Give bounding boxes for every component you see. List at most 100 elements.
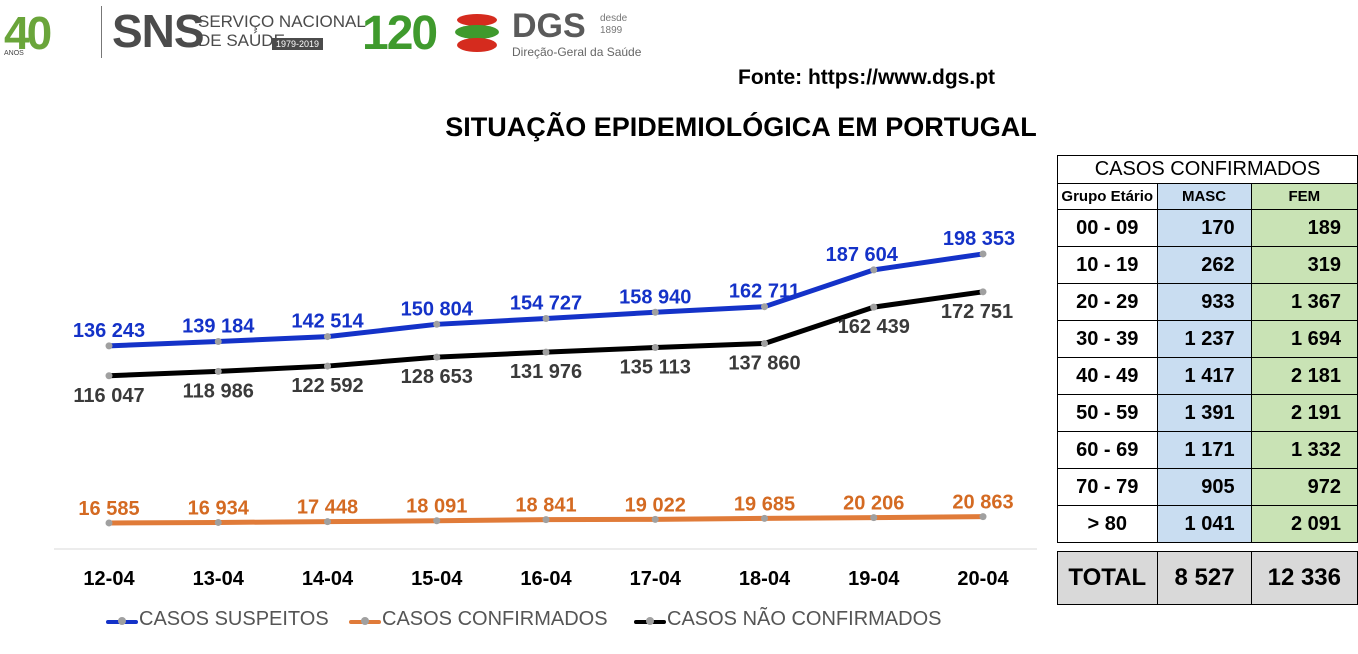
data-point [542,348,550,356]
data-label: 17 448 [297,497,358,519]
data-point [324,362,331,370]
table-row: 50 - 59 1 391 2 191 [1057,394,1358,432]
age-group-cell: 60 - 69 [1057,431,1158,469]
data-label: 122 592 [291,375,363,397]
dgs-since: desde 1899 [600,13,627,37]
source-text: Fonte: https://www.dgs.pt [738,66,996,89]
data-point [214,518,222,526]
dgs-year: 1899 [600,25,623,36]
data-point [979,250,987,258]
total-fem: 12 336 [1250,551,1358,605]
data-point [433,320,441,328]
x-tick-label: 12-04 [83,568,135,590]
data-point [651,515,659,523]
masc-cell: 1 417 [1156,357,1252,395]
data-label: 20 206 [843,493,904,515]
age-group-cell: 20 - 29 [1057,283,1158,321]
data-label: 136 243 [73,320,145,342]
data-point [979,513,987,521]
data-label: 150 804 [401,298,474,320]
table-row: 70 - 79 905 972 [1057,468,1358,506]
x-tick-label: 17-04 [630,568,682,590]
table-row: 00 - 09 170 189 [1057,209,1358,247]
age-group-cell: 00 - 09 [1057,209,1158,247]
header-masc: MASC [1156,183,1252,210]
masc-cell: 933 [1156,283,1252,321]
legend-label: CASOS SUSPEITOS [139,608,329,630]
logo40-anos: ANOS [4,50,24,57]
data-label: 128 653 [401,366,473,388]
data-point [870,266,878,274]
data-point [324,333,331,341]
table-body: 00 - 09 170 189 10 - 19 262 319 20 - 29 933 1 36… [1057,209,1358,543]
data-point [651,308,659,316]
sns-line1: SERVIÇO NACIONAL [198,12,366,31]
x-tick-label: 18-04 [739,568,791,590]
logo-120-anos: 120 [362,7,438,60]
legend-label: CASOS NÃO CONFIRMADOS [667,608,942,630]
masc-cell: 262 [1156,246,1252,284]
age-group-cell: 70 - 79 [1057,468,1158,506]
data-point [870,303,878,311]
page-title: SITUAÇÃO EPIDEMIOLÓGICA EM PORTUGAL [445,112,1037,142]
data-point [105,342,113,350]
table-row: 30 - 39 1 237 1 694 [1057,320,1358,358]
data-label: 172 751 [941,301,1013,323]
data-point [979,288,987,296]
data-label: 162 439 [838,316,910,338]
logo-divider [101,6,102,58]
data-point [542,315,550,323]
masc-cell: 1 041 [1156,505,1252,543]
data-label: 20 863 [952,492,1013,514]
data-label: 135 113 [620,357,691,379]
data-point [105,519,113,527]
header-fem: FEM [1250,183,1358,210]
data-label: 139 184 [182,316,255,338]
logo120-number: 120 [362,7,438,60]
data-label: 131 976 [510,361,582,383]
data-label: 18 091 [406,496,467,518]
age-group-cell: 10 - 19 [1057,246,1158,284]
sns-years-badge: 1979-2019 [272,38,324,50]
data-label: 18 841 [515,495,576,517]
data-point [214,338,222,346]
line-chart: 136 243 139 184 142 514 150 804 154 727 158 9… [54,228,1037,590]
data-label: 142 514 [291,311,364,333]
data-point [761,514,768,522]
data-point [433,353,441,361]
fem-cell: 972 [1250,468,1358,506]
masc-cell: 170 [1156,209,1252,247]
fem-cell: 1 332 [1250,431,1358,469]
data-label: 137 860 [728,352,800,374]
sns-line2: DE SAÚDE [198,31,285,50]
x-tick-label: 13-04 [193,568,245,590]
table-row: 10 - 19 262 319 [1057,246,1358,284]
data-point [433,517,441,525]
sns-logo: SNS [112,5,205,57]
x-tick-label: 19-04 [848,568,900,590]
masc-cell: 1 391 [1156,394,1252,432]
age-group-cell: 50 - 59 [1057,394,1158,432]
sns-subtitle: SERVIÇO NACIONAL DE SAÚDE [198,12,366,50]
x-tick-label: 20-04 [957,568,1009,590]
data-point [542,516,550,524]
age-group-cell: 40 - 49 [1057,357,1158,395]
data-point [105,372,113,380]
data-label: 118 986 [183,380,254,402]
data-label: 19 022 [625,494,686,516]
data-label: 154 727 [510,293,582,315]
data-point [761,339,768,347]
data-label: 19 685 [734,493,795,515]
data-point [651,344,659,352]
fem-cell: 1 694 [1250,320,1358,358]
fem-cell: 2 181 [1250,357,1358,395]
data-label: 16 934 [188,497,250,519]
data-label: 116 047 [73,385,144,407]
table-row: 40 - 49 1 417 2 181 [1057,357,1358,395]
data-label: 162 711 [729,281,800,303]
fem-cell: 2 091 [1250,505,1358,543]
total-row: TOTAL 8 527 12 336 [1057,551,1358,605]
header-grupo-etario: Grupo Etário [1057,183,1158,210]
data-point [324,518,331,526]
table-title: CASOS CONFIRMADOS [1057,155,1358,184]
